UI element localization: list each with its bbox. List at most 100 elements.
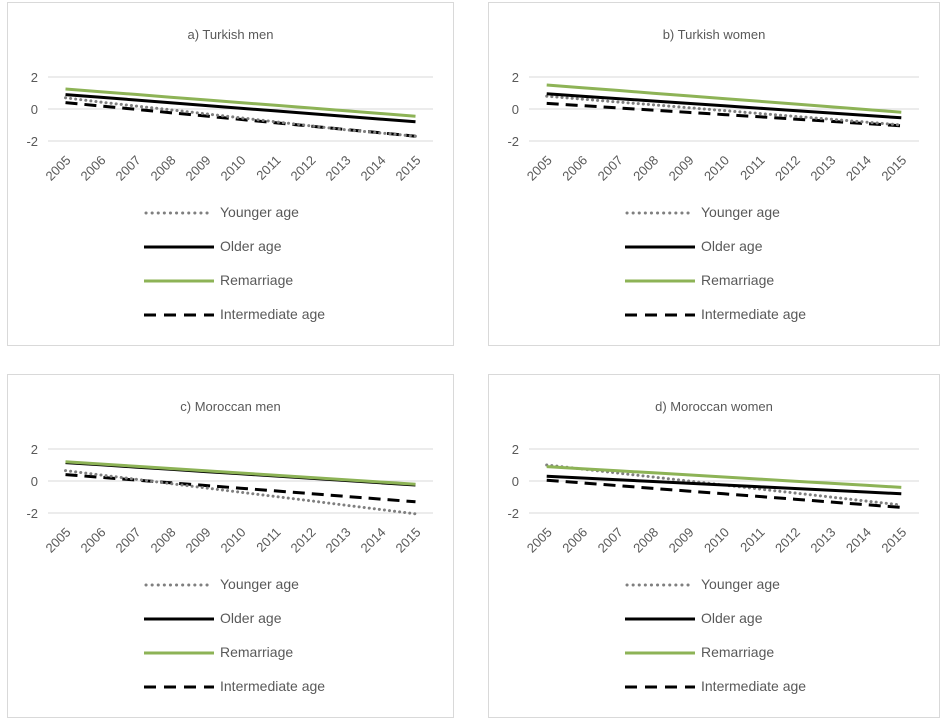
y-tick-label: 0 (512, 102, 519, 117)
legend: Younger age Older age Remarriage Interme… (625, 203, 865, 339)
legend-swatch-solid-green (144, 279, 214, 283)
legend-label: Intermediate age (701, 306, 807, 322)
x-tick-label: 2014 (358, 153, 389, 184)
y-tick-label: 2 (512, 70, 519, 85)
legend-item-older-age: Older age (625, 609, 865, 643)
series-line-intermediate (546, 478, 902, 509)
x-tick-label: 2013 (807, 153, 838, 184)
legend-swatch-solid-green (144, 651, 214, 655)
x-tick-label: 2006 (559, 525, 590, 556)
x-tick-label: 2009 (666, 153, 697, 184)
x-tick-label: 2009 (666, 525, 697, 556)
legend-label: Older age (220, 610, 282, 626)
legend-label: Intermediate age (220, 306, 326, 322)
x-tick-label: 2007 (595, 525, 626, 556)
x-tick-label: 2006 (559, 153, 590, 184)
x-tick-label: 2013 (323, 525, 354, 556)
series-line-younger (64, 469, 417, 516)
series-line-older (546, 92, 902, 120)
y-tick-label: 0 (31, 102, 38, 117)
series-line-intermediate (65, 101, 416, 138)
series-line-remarriage (65, 460, 416, 486)
x-tick-label: 2013 (323, 153, 354, 184)
legend-swatch-solid-black (625, 617, 695, 621)
legend-label: Remarriage (220, 644, 294, 660)
x-tick-label: 2010 (701, 153, 732, 184)
x-tick-label: 2005 (43, 153, 74, 184)
y-tick-label: 0 (512, 474, 519, 489)
legend-item-remarriage: Remarriage (625, 643, 865, 677)
y-tick-label: -2 (507, 134, 519, 149)
series-line-older (65, 93, 416, 124)
legend-item-remarriage: Remarriage (144, 643, 384, 677)
x-tick-label: 2008 (148, 153, 179, 184)
series-line-intermediate (65, 473, 416, 504)
series-line-remarriage (546, 83, 902, 114)
x-tick-label: 2012 (288, 153, 319, 184)
legend-item-older-age: Older age (625, 237, 865, 271)
x-tick-label: 2006 (78, 525, 109, 556)
legend-swatch-solid-green (625, 279, 695, 283)
x-tick-label: 2015 (878, 153, 909, 184)
legend-item-older-age: Older age (144, 609, 384, 643)
chart-panel-moroccan-women: d) Moroccan women 2 0 -2 2005 2006 2007 2008 20… (488, 374, 940, 718)
series-line-older (546, 474, 902, 496)
legend-label: Younger age (701, 204, 780, 220)
legend-swatch-solid-black (625, 245, 695, 249)
x-tick-label: 2015 (393, 525, 424, 556)
legend-item-intermediate-age: Intermediate age (625, 305, 865, 339)
chart-panel-turkish-women: b) Turkish women 2 0 -2 2005 2006 2007 2008 200… (488, 2, 940, 346)
series-line-remarriage (546, 465, 902, 489)
legend-label: Intermediate age (701, 678, 807, 694)
legend-swatch-dotted (144, 583, 214, 587)
series-line-remarriage (65, 87, 416, 118)
x-tick-label: 2007 (595, 153, 626, 184)
legend-swatch-dotted (144, 211, 214, 215)
x-tick-label: 2009 (183, 153, 214, 184)
x-tick-label: 2011 (737, 525, 767, 555)
legend-swatch-solid-green (625, 651, 695, 655)
y-tick-label: -2 (26, 506, 38, 521)
legend-label: Younger age (701, 576, 780, 592)
legend-swatch-dashed (625, 313, 695, 317)
x-tick-label: 2007 (113, 153, 144, 184)
legend-label: Younger age (220, 576, 299, 592)
legend-swatch-solid-black (144, 617, 214, 621)
line-chart: 2 0 -2 2005 2006 2007 2008 2009 2010 2011 2012 2013… (507, 70, 919, 184)
legend-swatch-dotted (625, 211, 695, 215)
line-chart: 2 0 -2 2005 2006 2007 2008 2009 2010 2011 2012 2013… (26, 442, 433, 556)
legend-label: Remarriage (701, 644, 775, 660)
legend-swatch-dashed (144, 313, 214, 317)
x-tick-label: 2010 (701, 525, 732, 556)
chart-title: d) Moroccan women (655, 399, 773, 414)
legend-label: Remarriage (220, 272, 294, 288)
y-tick-label: -2 (26, 134, 38, 149)
legend: Younger age Older age Remarriage Interme… (144, 575, 384, 711)
x-tick-label: 2011 (253, 525, 283, 555)
legend-swatch-solid-black (144, 245, 214, 249)
legend: Younger age Older age Remarriage Interme… (144, 203, 384, 339)
legend-item-older-age: Older age (144, 237, 384, 271)
chart-title: b) Turkish women (662, 27, 766, 42)
legend-item-intermediate-age: Intermediate age (625, 677, 865, 711)
x-tick-label: 2012 (772, 525, 803, 556)
line-chart: 2 0 -2 2005 2006 2007 2008 2009 2010 2011 2012 2013… (26, 70, 433, 184)
x-tick-label: 2014 (843, 153, 874, 184)
y-tick-label: -2 (507, 506, 519, 521)
x-tick-label: 2013 (807, 525, 838, 556)
x-tick-label: 2007 (113, 525, 144, 556)
y-tick-label: 2 (512, 442, 519, 457)
x-tick-label: 2005 (524, 153, 555, 184)
x-tick-label: 2014 (843, 525, 874, 556)
x-tick-label: 2011 (253, 153, 283, 183)
legend-swatch-dotted (625, 583, 695, 587)
legend-item-remarriage: Remarriage (625, 271, 865, 305)
series-line-younger (545, 94, 903, 127)
legend-item-younger-age: Younger age (625, 575, 865, 609)
x-tick-label: 2006 (78, 153, 109, 184)
x-tick-label: 2015 (878, 525, 909, 556)
x-tick-label: 2008 (148, 525, 179, 556)
legend-label: Younger age (220, 204, 299, 220)
legend-label: Older age (220, 238, 282, 254)
chart-title: c) Moroccan men (180, 399, 281, 414)
